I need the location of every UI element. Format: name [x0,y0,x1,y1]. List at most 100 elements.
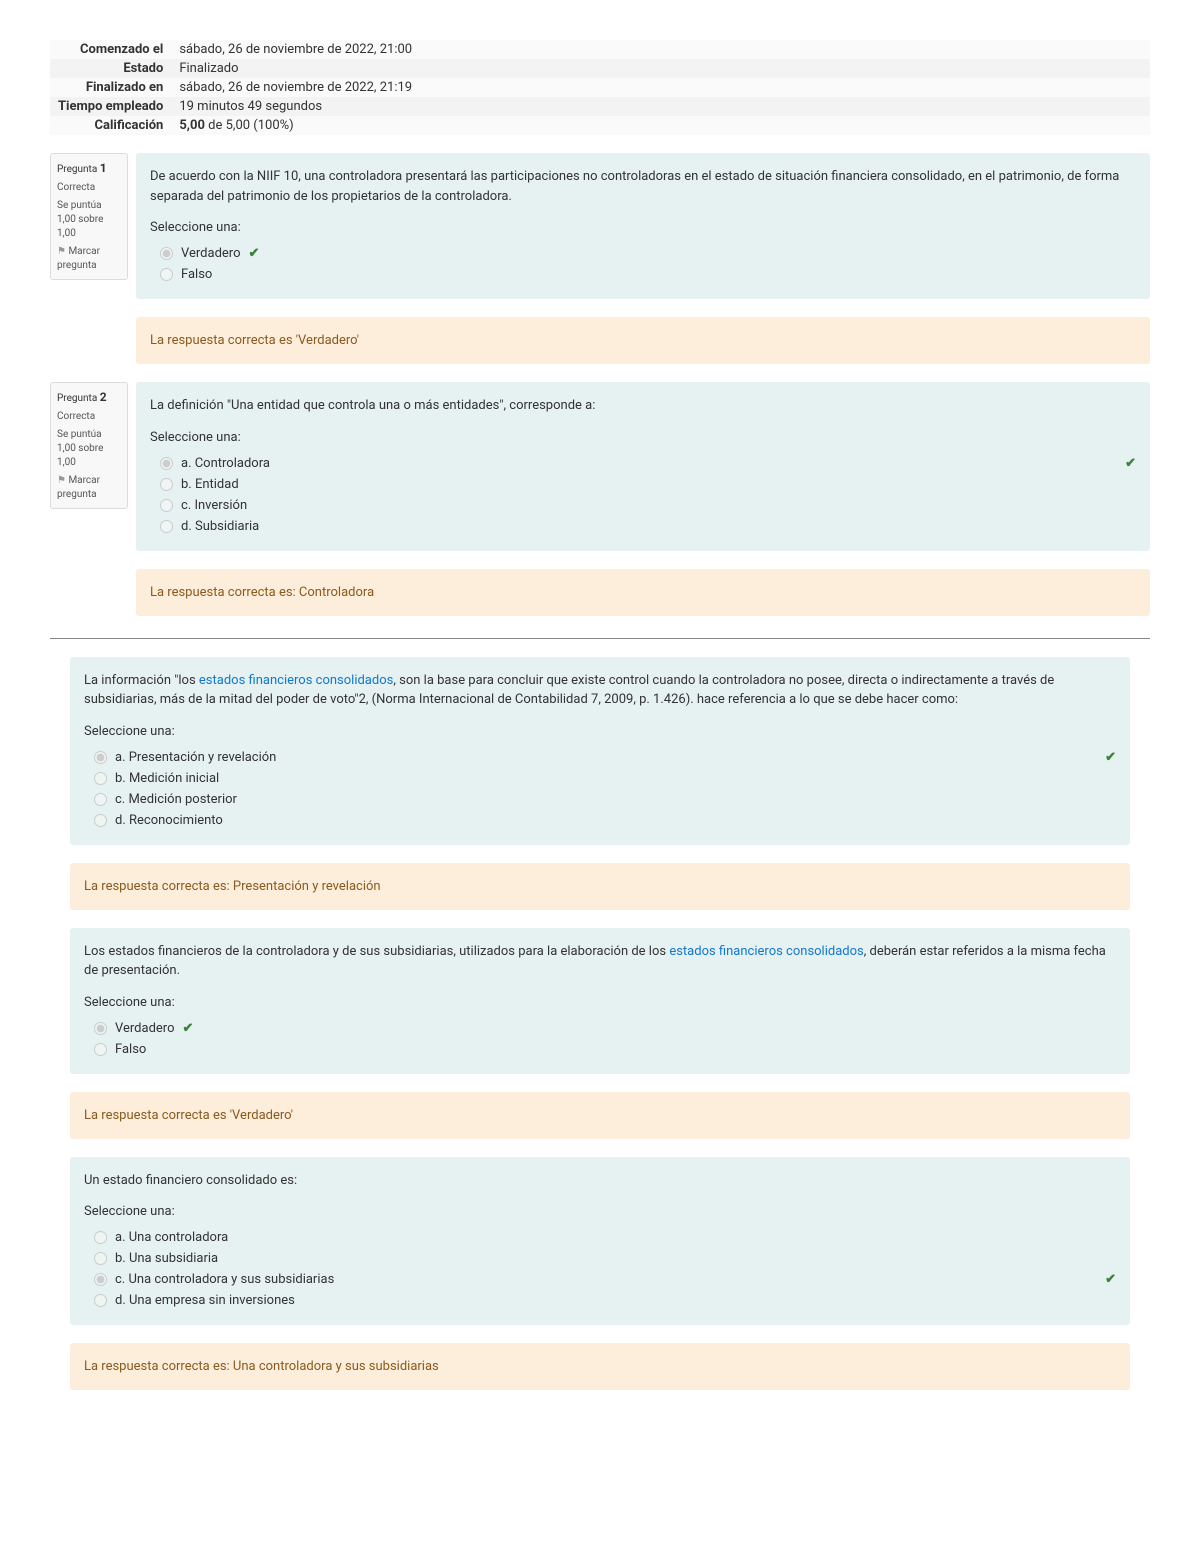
summary-row: Finalizado en sábado, 26 de noviembre de… [50,78,1150,97]
question-formulation: La información "los estados financieros … [70,657,1130,845]
answer-label: b. Entidad [181,477,239,492]
answer-label: b. Una subsidiaria [115,1251,218,1266]
summary-label: Estado [50,59,171,78]
glossary-link[interactable]: estados financieros consolidados [199,673,393,688]
answer-option[interactable]: Falso [150,264,1136,285]
question-formulation: Los estados financieros de la controlado… [70,928,1130,1074]
answer-option[interactable]: Falso [84,1039,1116,1060]
answer-option[interactable]: d. Subsidiaria [150,516,1136,537]
answer-label: d. Una empresa sin inversiones [115,1293,295,1308]
answer-option[interactable]: Verdadero ✔ [84,1018,1116,1039]
answer-option[interactable]: a. Controladora ✔ [150,453,1136,474]
summary-label: Tiempo empleado [50,97,171,116]
question-feedback-wrap: La respuesta correcta es: Presentación y… [70,863,1130,910]
question-grade: Se puntúa 1,00 sobre 1,00 [57,199,121,241]
answer-radio[interactable] [160,478,173,491]
question-state: Correcta [57,181,121,195]
question-feedback: La respuesta correcta es 'Verdadero' [136,317,1150,364]
answer-radio[interactable] [94,751,107,764]
answer-radio[interactable] [160,457,173,470]
answer-option[interactable]: a. Una controladora [84,1227,1116,1248]
summary-value: 19 minutos 49 segundos [171,97,1150,116]
answer-option[interactable]: b. Medición inicial [84,768,1116,789]
question-block-2: Pregunta 2 Correcta Se puntúa 1,00 sobre… [50,382,1150,616]
answer-radio[interactable] [160,247,173,260]
answer-label: b. Medición inicial [115,771,219,786]
answer-radio[interactable] [94,1252,107,1265]
answer-label: a. Presentación y revelación [115,750,276,765]
question-block-1: Pregunta 1 Correcta Se puntúa 1,00 sobre… [50,153,1150,364]
answer-radio[interactable] [94,793,107,806]
answer-radio[interactable] [94,772,107,785]
question-text: Los estados financieros de la controlado… [84,942,1116,981]
summary-label: Finalizado en [50,78,171,97]
answer-radio[interactable] [94,1231,107,1244]
answer-label: Falso [181,267,212,282]
glossary-link[interactable]: estados financieros consolidados [669,944,863,959]
answer-option[interactable]: c. Medición posterior [84,789,1116,810]
summary-value: 5,00 de 5,00 (100%) [171,116,1150,135]
check-icon: ✔ [1125,456,1136,471]
answer-radio[interactable] [160,499,173,512]
answer-radio[interactable] [160,268,173,281]
answer-radio[interactable] [94,1294,107,1307]
check-icon: ✔ [183,1021,194,1036]
answer-prompt: Seleccione una: [84,1204,1116,1219]
question-feedback: La respuesta correcta es: Controladora [136,569,1150,616]
page: Comenzado el sábado, 26 de noviembre de … [50,40,1150,1390]
answer-radio[interactable] [94,1273,107,1286]
answer-option[interactable]: Verdadero ✔ [150,243,1136,264]
answer-prompt: Seleccione una: [150,220,1136,235]
summary-value: Finalizado [171,59,1150,78]
question-text: De acuerdo con la NIIF 10, una controlad… [150,167,1136,206]
answer-label: a. Controladora [181,456,270,471]
answer-option[interactable]: c. Inversión [150,495,1136,516]
answer-option[interactable]: b. Una subsidiaria [84,1248,1116,1269]
flag-question-link[interactable]: Marcar pregunta [57,474,121,502]
answer-label: d. Reconocimiento [115,813,223,828]
answer-label: Verdadero [115,1021,175,1036]
question-grade: Se puntúa 1,00 sobre 1,00 [57,428,121,470]
question-state: Correcta [57,410,121,424]
question-number: Pregunta 1 [57,160,121,177]
question-formulation: De acuerdo con la NIIF 10, una controlad… [136,153,1150,299]
question-feedback-wrap: La respuesta correcta es 'Verdadero' [70,1092,1130,1139]
answer-prompt: Seleccione una: [84,995,1116,1010]
answer-option[interactable]: a. Presentación y revelación ✔ [84,747,1116,768]
answer-option[interactable]: b. Entidad [150,474,1136,495]
question-number: Pregunta 2 [57,389,121,406]
summary-row: Comenzado el sábado, 26 de noviembre de … [50,40,1150,59]
summary-value: sábado, 26 de noviembre de 2022, 21:19 [171,78,1150,97]
answer-label: Falso [115,1042,146,1057]
answer-option[interactable]: d. Reconocimiento [84,810,1116,831]
question-info-panel: Pregunta 1 Correcta Se puntúa 1,00 sobre… [50,153,128,280]
question-text: La definición "Una entidad que controla … [150,396,1136,416]
question-block-5: Un estado financiero consolidado es: Sel… [70,1157,1130,1326]
answer-radio[interactable] [160,520,173,533]
summary-row: Estado Finalizado [50,59,1150,78]
question-feedback-wrap: La respuesta correcta es: Una controlado… [70,1343,1130,1390]
check-icon: ✔ [1105,1272,1116,1287]
summary-row: Calificación 5,00 de 5,00 (100%) [50,116,1150,135]
answer-label: a. Una controladora [115,1230,228,1245]
question-content: La definición "Una entidad que controla … [136,382,1150,616]
attempt-summary-table: Comenzado el sábado, 26 de noviembre de … [50,40,1150,135]
check-icon: ✔ [1105,750,1116,765]
question-block-3: La información "los estados financieros … [70,657,1130,845]
question-content: De acuerdo con la NIIF 10, una controlad… [136,153,1150,364]
question-feedback: La respuesta correcta es: Una controlado… [70,1343,1130,1390]
answer-radio[interactable] [94,1022,107,1035]
answer-radio[interactable] [94,1043,107,1056]
answer-label: c. Una controladora y sus subsidiarias [115,1272,334,1287]
answer-radio[interactable] [94,814,107,827]
answer-prompt: Seleccione una: [84,724,1116,739]
answer-option[interactable]: c. Una controladora y sus subsidiarias ✔ [84,1269,1116,1290]
answer-option[interactable]: d. Una empresa sin inversiones [84,1290,1116,1311]
check-icon: ✔ [249,246,260,261]
question-formulation: La definición "Una entidad que controla … [136,382,1150,551]
answer-label: Verdadero [181,246,241,261]
summary-row: Tiempo empleado 19 minutos 49 segundos [50,97,1150,116]
flag-question-link[interactable]: Marcar pregunta [57,245,121,273]
answer-label: c. Medición posterior [115,792,237,807]
grade-tail: de 5,00 (100%) [205,118,294,133]
